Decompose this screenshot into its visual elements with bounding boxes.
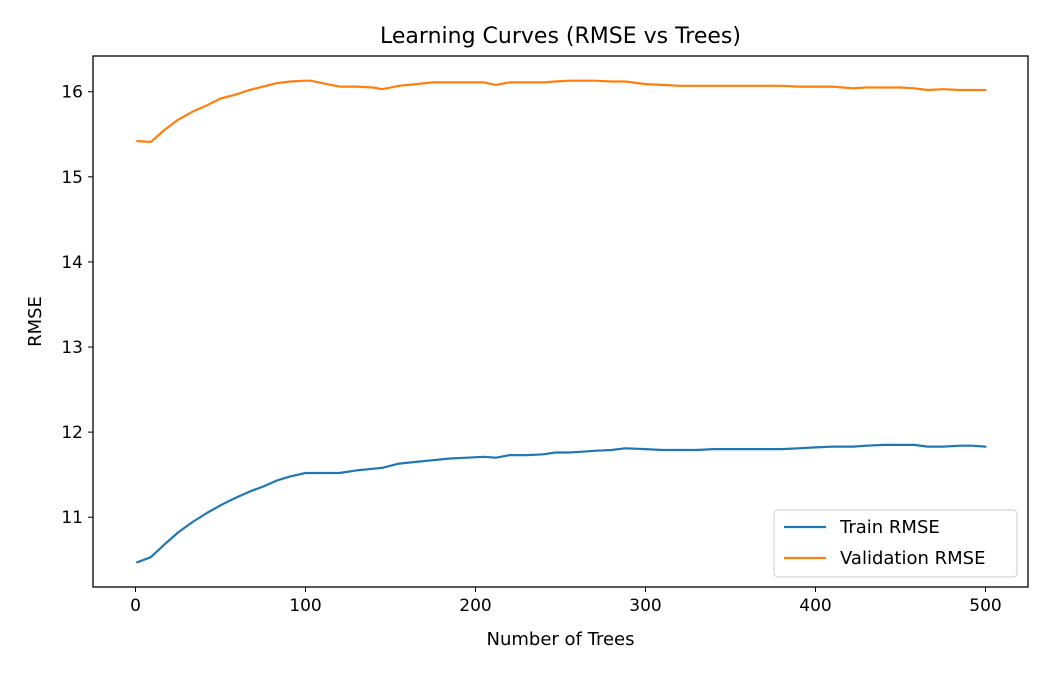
x-tick-label: 300 [629, 596, 661, 616]
y-tick-label: 11 [61, 508, 83, 528]
plot-area [136, 79, 987, 564]
x-axis-ticks: 0 100 200 300 400 500 [130, 587, 1002, 616]
x-tick-label: 500 [969, 596, 1001, 616]
y-axis-ticks: 11 12 13 14 15 16 [61, 83, 93, 528]
x-tick-label: 400 [799, 596, 831, 616]
y-axis-label: RMSE [25, 296, 46, 347]
legend: Train RMSE Validation RMSE [773, 509, 1018, 578]
x-tick-label: 100 [289, 596, 321, 616]
x-tick-label: 0 [130, 596, 141, 616]
y-tick-label: 12 [61, 423, 83, 443]
axes-frame [92, 55, 1029, 588]
x-tick-label: 200 [459, 596, 491, 616]
series-line-train-rmse [136, 443, 987, 564]
x-axis-label: Number of Trees [487, 629, 635, 650]
y-tick-label: 15 [61, 168, 83, 188]
y-tick-label: 14 [61, 253, 83, 273]
chart-title: Learning Curves (RMSE vs Trees) [380, 24, 741, 49]
series-line-validation-rmse [136, 79, 987, 143]
legend-label-train: Train RMSE [839, 517, 940, 538]
y-tick-label: 13 [61, 338, 83, 358]
y-tick-label: 16 [61, 83, 83, 103]
legend-box [773, 509, 1018, 578]
legend-label-validation: Validation RMSE [840, 548, 985, 569]
